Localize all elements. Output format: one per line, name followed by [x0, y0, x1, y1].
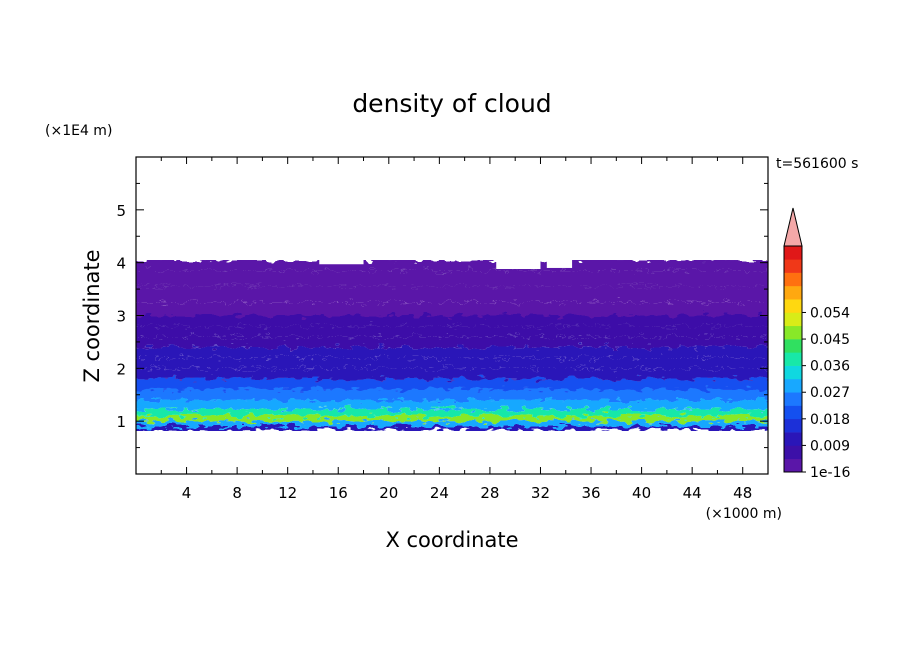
y-tick-label: 3	[116, 308, 126, 326]
colorbar-swatch	[784, 339, 802, 353]
y-axis-ticks: 1 2 3 4 5	[116, 182, 768, 449]
density-field	[136, 260, 768, 431]
colorbar-swatch	[784, 458, 802, 473]
cloud-gap	[319, 259, 364, 265]
cloud-top-gaps	[319, 259, 573, 270]
y-tick-label: 1	[116, 413, 126, 431]
colorbar-swatch	[784, 392, 802, 406]
y-tick-label: 2	[116, 360, 126, 378]
colorbar: 1e-16 0.009 0.018 0.027 0.036 0.045 0.054	[783, 207, 850, 481]
colorbar-swatch	[784, 378, 802, 393]
x-tick-label: 16	[329, 484, 348, 502]
colorbar-label: 0.027	[810, 385, 850, 401]
x-tick-label: 40	[632, 484, 651, 502]
colorbar-swatch	[784, 432, 802, 446]
density-band	[136, 357, 768, 369]
time-label: t=561600 s	[776, 156, 858, 172]
x-axis-label: X coordinate	[385, 528, 518, 552]
colorbar-swatch	[784, 246, 802, 260]
density-band	[136, 389, 768, 401]
y-tick-label: 5	[116, 202, 126, 220]
density-band	[136, 286, 768, 303]
colorbar-swatch	[784, 325, 802, 340]
colorbar-label: 0.036	[810, 359, 850, 375]
x-tick-label: 4	[182, 484, 192, 502]
x-tick-label: 12	[278, 484, 297, 502]
x-unit-label: (×1000 m)	[706, 506, 782, 522]
plot-area	[136, 259, 768, 431]
colorbar-label: 0.045	[810, 332, 850, 348]
x-tick-label: 28	[480, 484, 499, 502]
density-band	[136, 302, 768, 316]
x-tick-label: 44	[683, 484, 702, 502]
colorbar-label: 0.009	[810, 438, 850, 454]
colorbar-swatch	[784, 299, 802, 313]
colorbar-swatch	[784, 352, 802, 366]
density-band	[136, 260, 768, 271]
y-unit-label: (×1E4 m)	[45, 123, 112, 139]
density-band	[136, 270, 768, 287]
density-band	[136, 347, 768, 358]
colorbar-swatch	[784, 418, 802, 433]
x-tick-label: 48	[733, 484, 752, 502]
x-axis-ticks: 4 8 12 16 20 24 28 32 36 40 44 48	[160, 157, 752, 502]
colorbar-swatch	[784, 259, 802, 273]
colorbar-swatch	[784, 365, 802, 380]
colorbar-label: 1e-16	[810, 465, 850, 481]
colorbar-swatch	[784, 445, 802, 460]
density-band	[136, 409, 768, 416]
density-band	[136, 378, 768, 390]
colorbar-swatch	[784, 285, 802, 300]
colorbar-label: 0.054	[810, 305, 850, 321]
y-tick-label: 4	[116, 255, 126, 273]
cloud-gap	[496, 259, 541, 270]
y-axis-label: Z coordinate	[80, 249, 104, 382]
x-tick-label: 36	[581, 484, 600, 502]
x-tick-label: 32	[531, 484, 550, 502]
density-band	[136, 415, 768, 422]
density-band	[136, 421, 768, 427]
x-tick-label: 20	[379, 484, 398, 502]
density-band	[136, 315, 768, 327]
colorbar-swatch	[784, 272, 802, 287]
cloud-gap	[546, 259, 573, 268]
colorbar-swatch	[784, 312, 802, 327]
colorbar-swatch	[784, 405, 802, 420]
density-band	[136, 368, 768, 379]
colorbar-label: 0.018	[810, 412, 850, 428]
density-band	[136, 400, 768, 410]
x-tick-label: 24	[430, 484, 449, 502]
density-band	[136, 426, 768, 431]
density-band	[136, 326, 768, 337]
chart-title: density of cloud	[352, 89, 551, 118]
density-band	[136, 336, 768, 348]
colorbar-extend-arrow	[783, 207, 803, 247]
x-tick-label: 8	[232, 484, 242, 502]
